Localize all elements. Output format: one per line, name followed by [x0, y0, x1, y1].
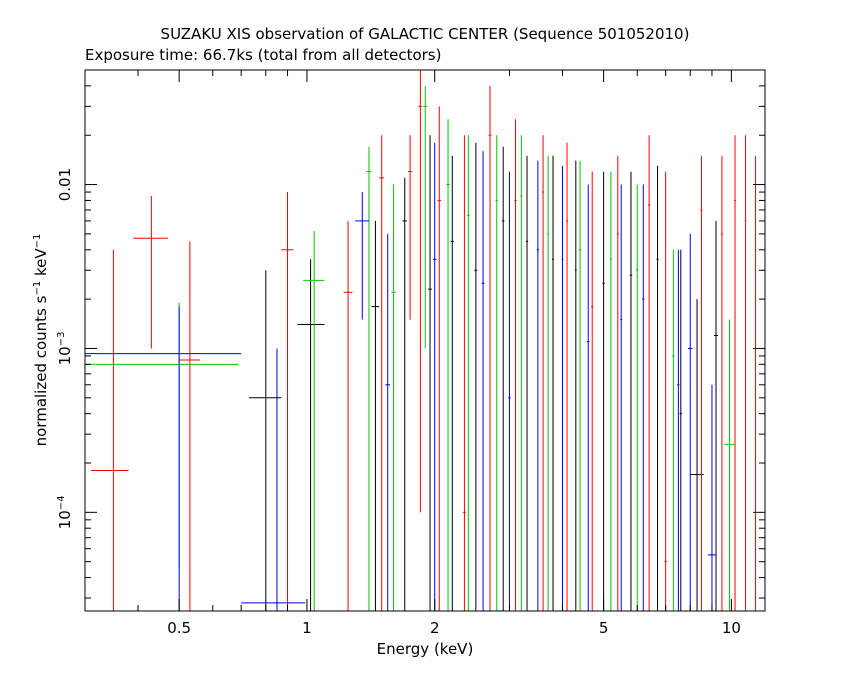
- y-axis-label-mid: keV: [32, 248, 50, 281]
- data-point: [561, 165, 564, 611]
- data-point: [687, 233, 693, 611]
- data-point: [85, 302, 239, 570]
- data-point: [474, 142, 478, 611]
- data-point: [303, 231, 325, 611]
- data-point: [488, 85, 492, 611]
- data-point: [355, 192, 369, 320]
- data-layer: [85, 70, 757, 611]
- data-point: [734, 135, 736, 611]
- data-point: [723, 319, 736, 611]
- y-axis-label-sup1: −1: [32, 281, 43, 296]
- data-point: [133, 196, 168, 349]
- data-point: [602, 171, 605, 611]
- data-point: [385, 233, 391, 611]
- axes-layer: 0.5 1 2 5 10 0.01 10−3 10−4: [56, 69, 765, 637]
- series-2: [85, 85, 736, 611]
- data-point: [407, 135, 413, 320]
- data-point: [481, 151, 485, 611]
- data-point: [281, 192, 294, 611]
- data-point: [707, 384, 717, 611]
- data-point: [700, 155, 703, 611]
- y-tick-label: 10−4: [56, 495, 74, 529]
- data-point: [647, 135, 651, 611]
- data-point: [508, 171, 511, 611]
- chart-subtitle: Exposure time: 66.7ks (total from all de…: [85, 46, 441, 64]
- data-point: [587, 184, 590, 611]
- data-point: [609, 171, 612, 611]
- data-point: [179, 241, 201, 611]
- data-point: [620, 184, 623, 611]
- data-point: [423, 85, 428, 349]
- chart-title: SUZAKU XIS observation of GALACTIC CENTE…: [161, 25, 690, 43]
- y-axis-label: normalized counts s−1 keV−1: [32, 234, 50, 447]
- data-point: [552, 155, 554, 611]
- data-point: [462, 135, 467, 611]
- plot-frame: [84, 69, 766, 612]
- data-point: [542, 135, 545, 611]
- data-point: [248, 270, 282, 611]
- x-tick-label: 10: [722, 619, 741, 637]
- data-point: [418, 70, 423, 513]
- data-point: [446, 119, 450, 611]
- data-point: [366, 146, 372, 611]
- data-point: [297, 259, 325, 611]
- series-1: [91, 70, 757, 611]
- data-point: [371, 220, 380, 611]
- data-point: [379, 135, 385, 611]
- data-point: [616, 155, 619, 611]
- data-point: [578, 160, 582, 611]
- data-point: [664, 171, 667, 611]
- data-point: [642, 184, 645, 611]
- data-point: [566, 142, 568, 611]
- data-point: [656, 165, 659, 611]
- y-axis-label-main: normalized counts s: [32, 295, 50, 446]
- data-point: [720, 155, 723, 611]
- data-point: [343, 220, 353, 611]
- data-point: [520, 135, 523, 611]
- x-tick-label: 5: [599, 619, 609, 637]
- data-point: [714, 220, 719, 611]
- data-point: [402, 177, 407, 611]
- data-point: [536, 160, 539, 611]
- x-tick-label: 2: [430, 619, 440, 637]
- series-0: [248, 135, 719, 611]
- data-point: [547, 155, 550, 611]
- data-point: [754, 155, 757, 611]
- data-point: [591, 171, 594, 611]
- data-point: [672, 249, 675, 611]
- data-point: [428, 135, 432, 611]
- data-point: [501, 146, 505, 611]
- y-axis-label-sup2: −1: [32, 234, 43, 249]
- data-point: [91, 249, 129, 611]
- x-tick-label: 1: [302, 619, 312, 637]
- data-point: [744, 135, 747, 611]
- data-point: [437, 106, 442, 611]
- data-point: [466, 135, 470, 611]
- series-3: [85, 142, 717, 611]
- data-point: [432, 142, 437, 611]
- data-point: [677, 249, 680, 611]
- data-point: [514, 119, 517, 611]
- y-tick-label: 10−3: [56, 332, 74, 366]
- data-point: [679, 249, 683, 611]
- y-tick-label: 0.01: [56, 168, 74, 201]
- data-point: [635, 184, 639, 611]
- data-point: [629, 171, 633, 611]
- x-tick-label: 0.5: [167, 619, 191, 637]
- data-point: [525, 155, 529, 611]
- data-point: [495, 135, 499, 611]
- data-point: [241, 348, 306, 611]
- data-point: [391, 184, 396, 611]
- data-point: [450, 155, 454, 611]
- data-point: [85, 306, 242, 611]
- x-axis-label: Energy (keV): [377, 640, 474, 658]
- data-point: [574, 160, 577, 611]
